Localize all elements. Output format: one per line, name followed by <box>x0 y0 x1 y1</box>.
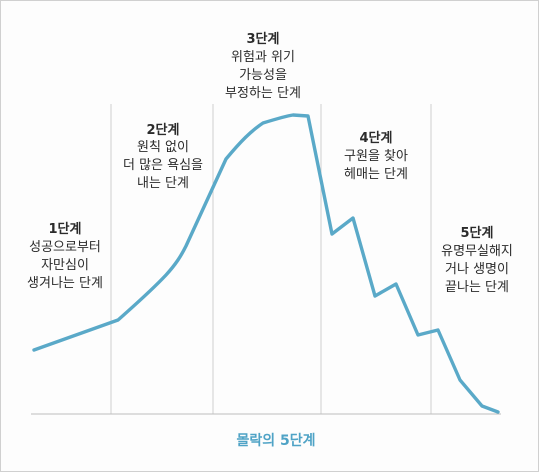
stage-2-line-3: 내는 단계 <box>137 176 189 191</box>
stage-4-line-1: 구원을 찾아 <box>344 149 408 164</box>
stage-1-line-3: 생겨나는 단계 <box>27 276 103 291</box>
stage-2-title: 2단계 <box>147 122 180 138</box>
stage-2-label: 2단계 원칙 없이 더 많은 욕심을 내는 단계 <box>123 122 203 191</box>
stage-4-title: 4단계 <box>360 130 393 146</box>
stage-3-line-1: 위험과 위기 <box>231 50 295 65</box>
stage-2-line-2: 더 많은 욕심을 <box>123 158 203 173</box>
stage-3-line-2: 가능성을 <box>239 68 287 83</box>
stage-5-title: 5단계 <box>461 225 494 241</box>
stage-1-title: 1단계 <box>49 221 82 237</box>
stage-1-label: 1단계 성공으로부터 자만심이 생겨나는 단계 <box>27 221 103 291</box>
stage-1-line-2: 자만심이 <box>41 258 89 273</box>
stage-5-label: 5단계 유명무실해지 거나 생명이 끝나는 단계 <box>441 225 513 295</box>
stage-3-label: 3단계 위험과 위기 가능성을 부정하는 단계 <box>225 31 301 101</box>
stage-3-title: 3단계 <box>247 31 280 47</box>
stage-5-line-1: 유명무실해지 <box>441 244 513 259</box>
stage-4-line-2: 헤매는 단계 <box>344 167 408 182</box>
stage-3-line-3: 부정하는 단계 <box>225 86 301 101</box>
decline-curve <box>32 113 500 414</box>
diagram-caption: 몰락의 5단계 <box>236 432 315 449</box>
stage-5-line-2: 거나 생명이 <box>445 262 509 277</box>
stage-4-label: 4단계 구원을 찾아 헤매는 단계 <box>344 130 408 182</box>
stage-5-line-3: 끝나는 단계 <box>445 280 509 295</box>
stage-2-line-1: 원칙 없이 <box>137 140 189 155</box>
stage-1-line-1: 성공으로부터 <box>29 240 101 255</box>
